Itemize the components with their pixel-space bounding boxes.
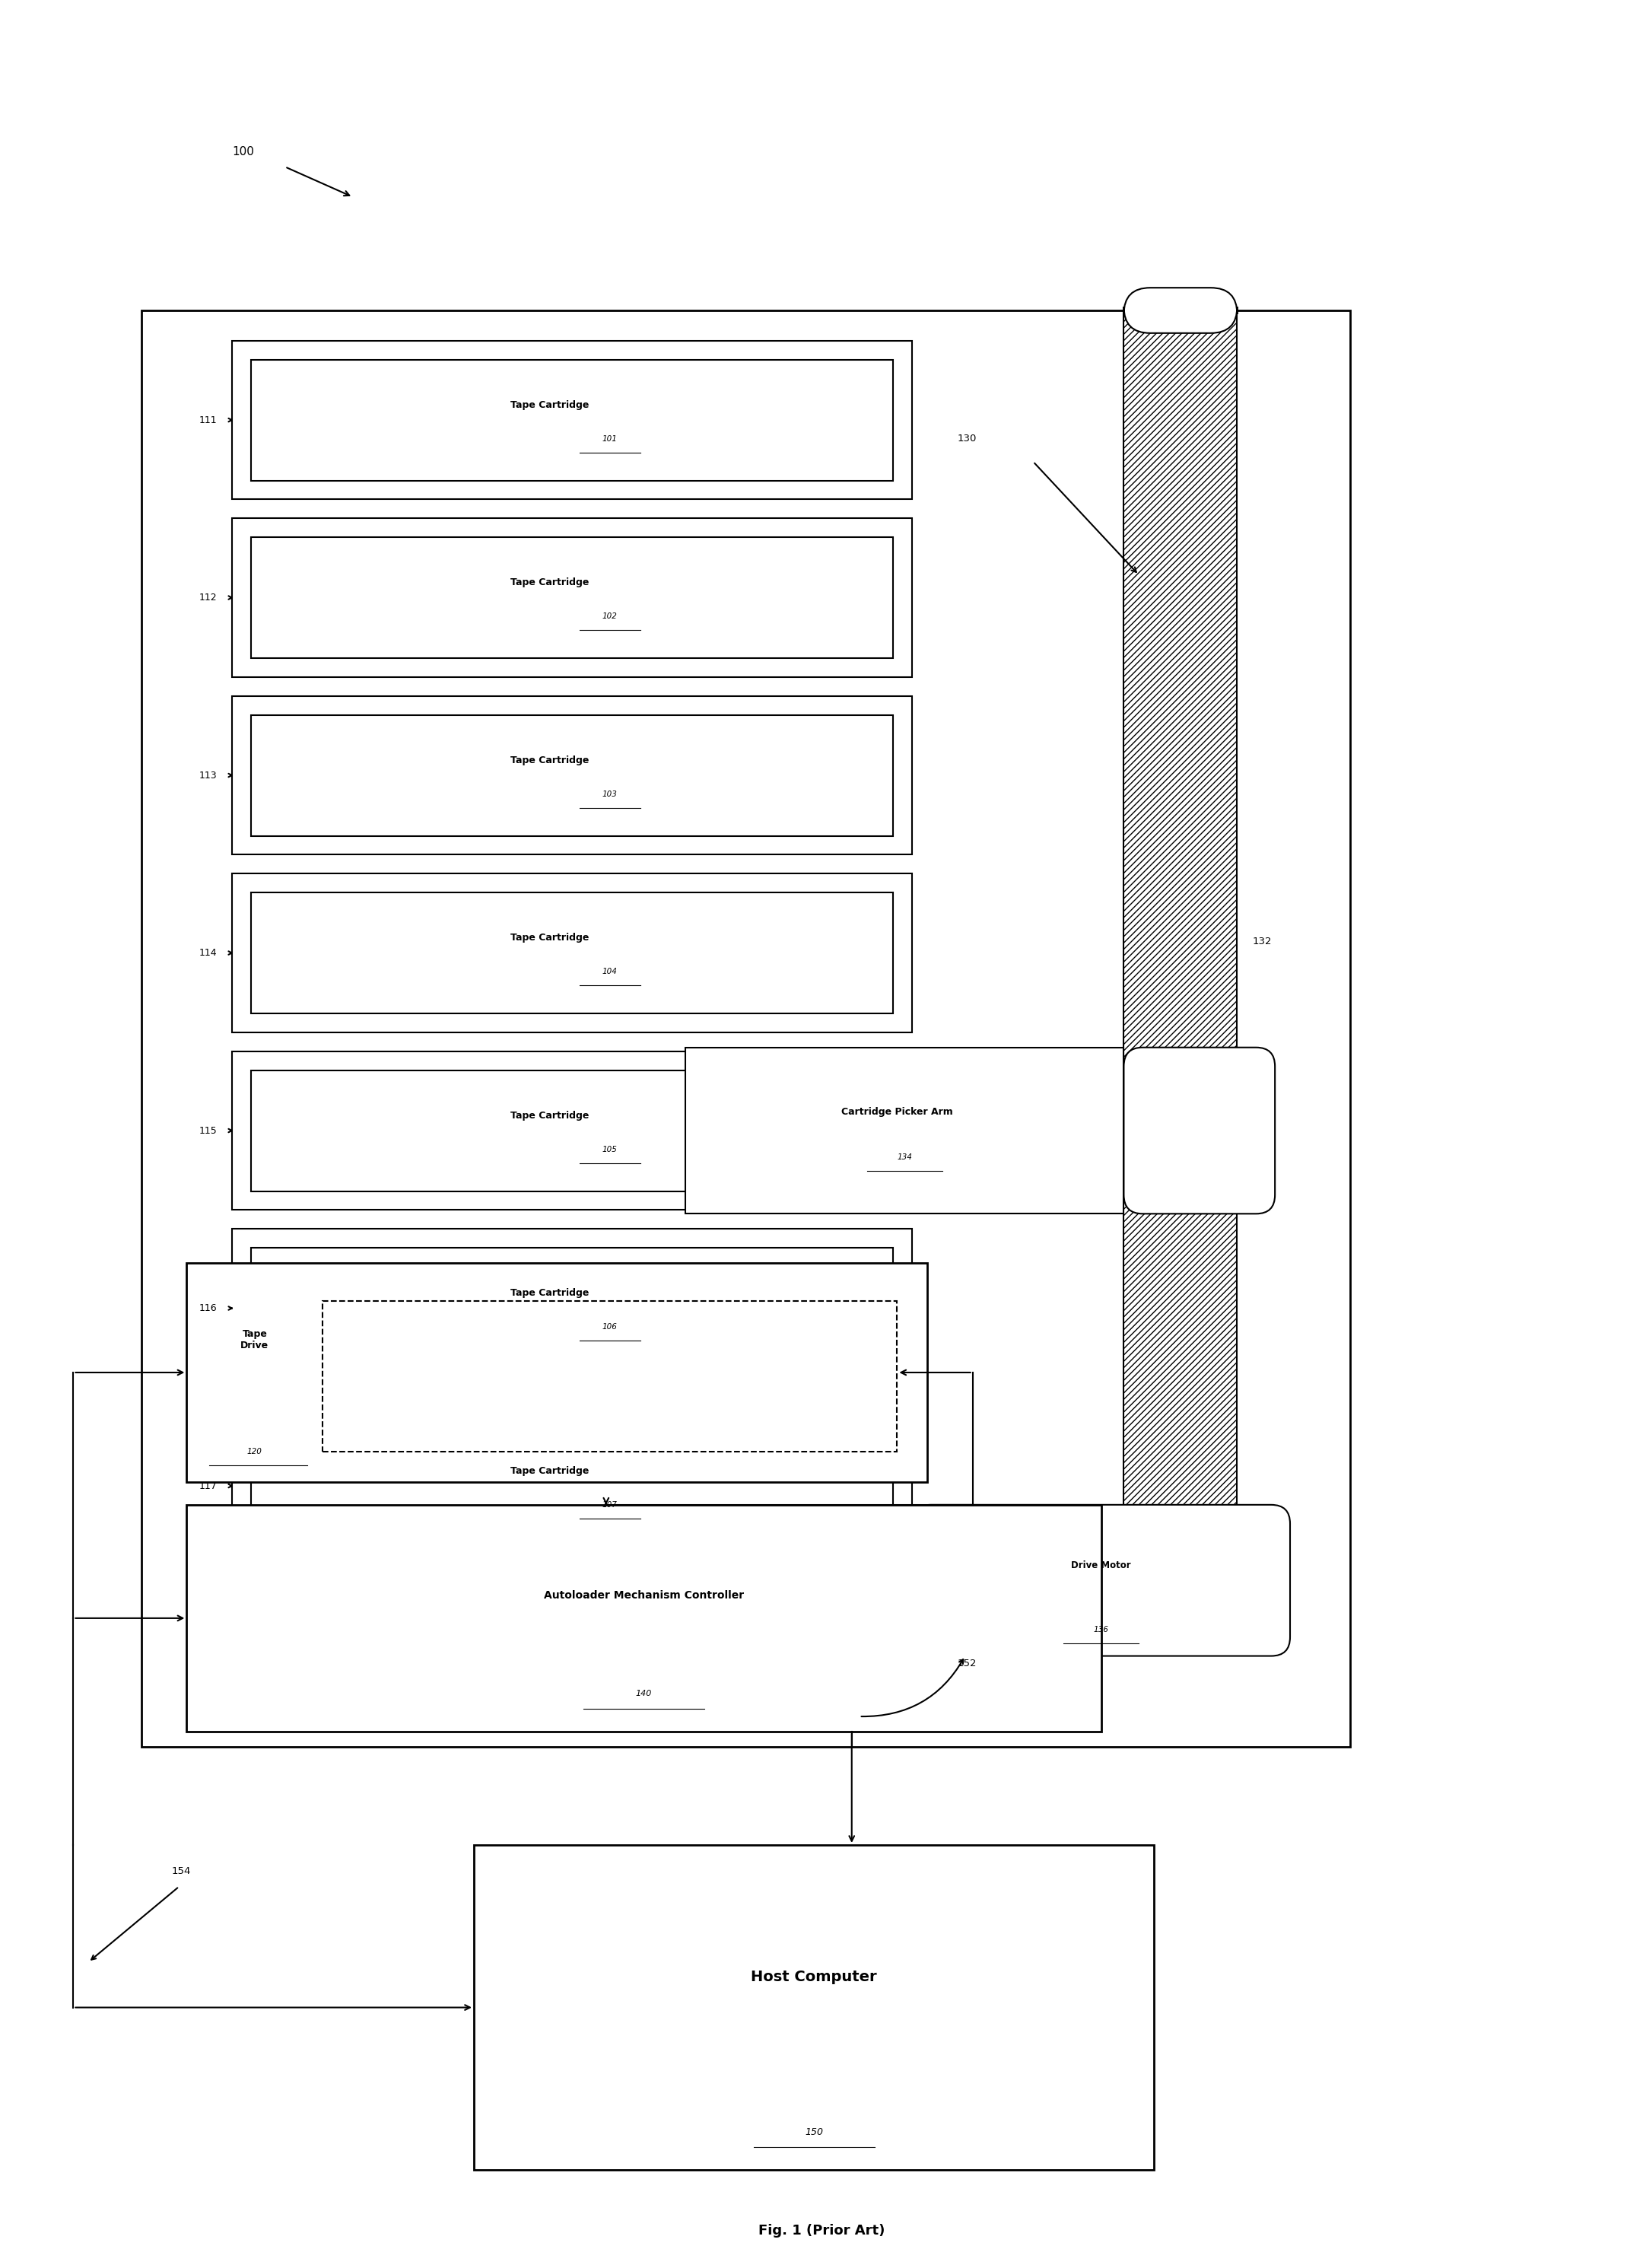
- Bar: [1124, 311, 1237, 1572]
- Bar: [251, 1247, 894, 1368]
- Bar: [251, 1070, 894, 1191]
- Bar: [232, 519, 912, 678]
- Text: 107: 107: [603, 1501, 618, 1508]
- Bar: [251, 361, 894, 481]
- Text: 112: 112: [199, 592, 217, 603]
- Bar: [232, 340, 912, 499]
- Bar: [232, 1229, 912, 1388]
- Bar: [251, 894, 894, 1014]
- Text: 130: 130: [958, 433, 978, 445]
- Text: 102: 102: [603, 612, 618, 621]
- Bar: [685, 1048, 1124, 1213]
- Bar: [473, 1844, 1153, 2170]
- Text: Tape Cartridge: Tape Cartridge: [509, 1111, 588, 1120]
- Bar: [322, 1300, 897, 1452]
- Bar: [251, 538, 894, 658]
- Bar: [1086, 1542, 1275, 1603]
- Text: 100: 100: [232, 145, 255, 156]
- Text: 154: 154: [171, 1867, 191, 1876]
- Text: Fig. 1 (Prior Art): Fig. 1 (Prior Art): [757, 2223, 886, 2236]
- Text: Drive Motor: Drive Motor: [1071, 1560, 1130, 1569]
- Text: 117: 117: [199, 1481, 217, 1490]
- Text: 150: 150: [805, 2127, 823, 2136]
- Text: Host Computer: Host Computer: [751, 1971, 877, 1984]
- Text: 140: 140: [636, 1690, 652, 1696]
- Text: Tape Cartridge: Tape Cartridge: [509, 399, 588, 411]
- Text: 134: 134: [897, 1152, 912, 1161]
- Bar: [232, 1052, 912, 1209]
- Text: Tape Cartridge: Tape Cartridge: [509, 578, 588, 587]
- Text: 114: 114: [199, 948, 217, 957]
- Text: Tape Cartridge: Tape Cartridge: [509, 1288, 588, 1297]
- Bar: [187, 1504, 1101, 1730]
- Bar: [187, 1263, 927, 1481]
- Text: Tape Cartridge: Tape Cartridge: [509, 1465, 588, 1476]
- Text: Tape Cartridge: Tape Cartridge: [509, 755, 588, 764]
- Bar: [251, 714, 894, 837]
- FancyBboxPatch shape: [1124, 288, 1237, 333]
- Text: 113: 113: [199, 771, 217, 780]
- Text: 104: 104: [603, 968, 618, 975]
- Text: 106: 106: [603, 1322, 618, 1331]
- Text: Tape
Drive: Tape Drive: [240, 1329, 269, 1349]
- Text: Picker
Motor: Picker Motor: [1188, 1123, 1211, 1139]
- Text: Tape Cartridge: Tape Cartridge: [509, 932, 588, 943]
- Text: 116: 116: [199, 1304, 217, 1313]
- Text: 111: 111: [199, 415, 217, 424]
- Text: 120: 120: [246, 1447, 263, 1456]
- Bar: [232, 696, 912, 855]
- Bar: [1124, 311, 1237, 1572]
- Text: 105: 105: [603, 1145, 618, 1154]
- Bar: [232, 1406, 912, 1565]
- FancyBboxPatch shape: [912, 1504, 1290, 1656]
- Bar: [251, 1424, 894, 1547]
- Text: Autoloader Mechanism Controller: Autoloader Mechanism Controller: [544, 1590, 744, 1601]
- Bar: [141, 311, 1351, 1746]
- Text: 132: 132: [1252, 937, 1272, 946]
- Text: 103: 103: [603, 792, 618, 798]
- Text: 152: 152: [958, 1658, 978, 1669]
- Text: Cartridge Picker Arm: Cartridge Picker Arm: [841, 1107, 953, 1116]
- Text: 136: 136: [1094, 1626, 1109, 1633]
- Text: 115: 115: [199, 1125, 217, 1136]
- Text: 101: 101: [603, 435, 618, 442]
- FancyBboxPatch shape: [1124, 1048, 1275, 1213]
- Bar: [232, 873, 912, 1032]
